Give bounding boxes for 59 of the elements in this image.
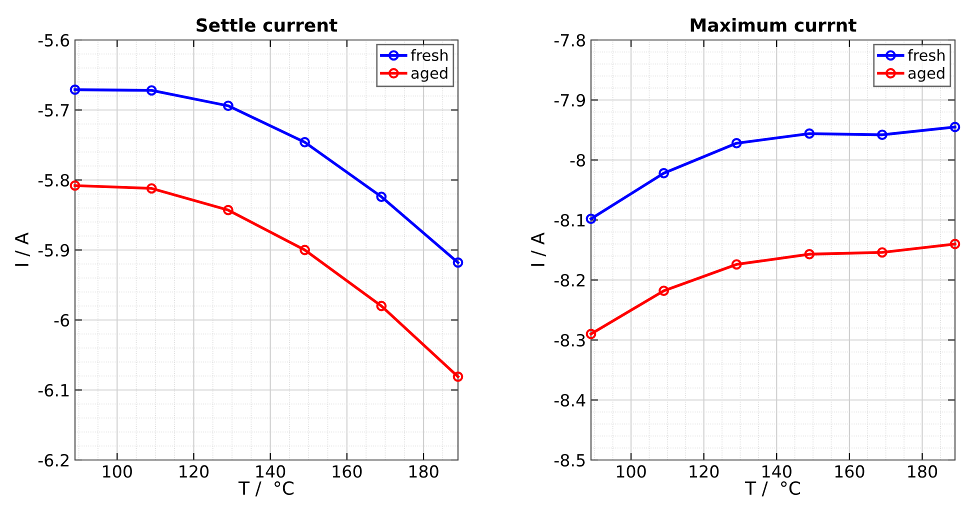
point (300, 244, 310, 256)
y-tick-label: -8.2 (554, 274, 584, 287)
y-tick-label: -6.1 (38, 384, 69, 397)
point (586, 214, 596, 224)
y-tick-label: -5.9 (38, 244, 69, 257)
y-tick-label: -8.1 (554, 214, 585, 227)
y-tick-label: -6.2 (38, 454, 68, 467)
y-axis-title: I / A (531, 232, 546, 266)
point (70, 84, 80, 95)
point (376, 300, 387, 312)
point (876, 247, 888, 258)
x-tick-label: 140 (762, 465, 792, 478)
y-tick-label: -8.5 (554, 454, 585, 467)
y-tick-label: -8.3 (554, 334, 585, 347)
y-tick-label: -7.8 (554, 34, 585, 47)
x-tick-label: 100 (103, 465, 132, 478)
legend-label: fresh (908, 49, 945, 61)
point (731, 138, 742, 148)
point (222, 100, 234, 112)
x-tick-label: 120 (180, 465, 209, 478)
y-tick-label: -7.9 (554, 94, 585, 107)
point (70, 180, 80, 191)
point (146, 85, 157, 96)
point (731, 259, 742, 270)
y-tick-label: -5.7 (38, 104, 69, 117)
x-axis-title: T / °C (744, 481, 800, 496)
y-tick-label: -5.6 (38, 34, 70, 47)
point (586, 328, 596, 340)
x-tick-label: 180 (908, 465, 938, 478)
point (222, 204, 234, 216)
point (146, 183, 157, 194)
x-tick-label: 120 (690, 465, 719, 478)
x-tick-label: 140 (256, 465, 286, 478)
point (452, 257, 464, 268)
legend-label: aged (411, 67, 448, 82)
point (452, 371, 464, 382)
chart-title: Maximum currnt (690, 18, 856, 32)
y-tick-label: -8 (570, 154, 585, 167)
y-tick-label: -8.4 (554, 394, 586, 407)
x-tick-label: 180 (409, 465, 438, 478)
x-tick-label: 100 (616, 465, 646, 478)
point (376, 192, 387, 202)
point (950, 238, 960, 250)
x-axis-title: T / °C (238, 481, 294, 496)
y-tick-label: -6 (54, 314, 70, 327)
legend-label: fresh (410, 49, 448, 61)
chart-title: Settle current (196, 18, 338, 32)
point (950, 122, 960, 132)
y-tick-label: -5.8 (38, 174, 69, 187)
point (658, 168, 670, 178)
point (658, 286, 670, 296)
point (876, 130, 888, 140)
point (804, 128, 815, 139)
point (804, 248, 815, 260)
point (300, 136, 310, 148)
legend-label: aged (908, 67, 944, 82)
y-axis-title: I / A (15, 232, 30, 266)
x-tick-label: 160 (835, 465, 864, 478)
x-tick-label: 160 (332, 465, 362, 478)
